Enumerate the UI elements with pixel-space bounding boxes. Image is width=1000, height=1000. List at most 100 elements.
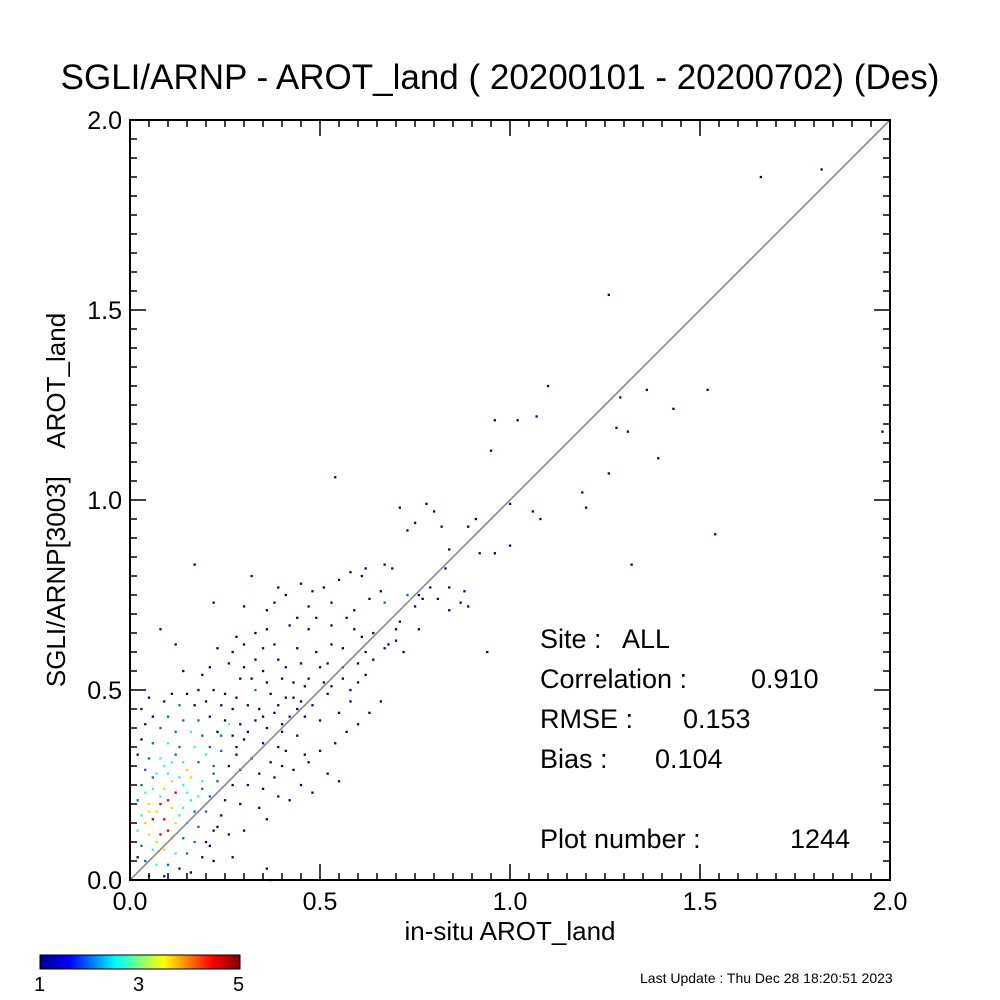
- density-cell: [227, 764, 230, 768]
- y-axis-label: SGLI/ARNP[3003] AROT_land: [41, 313, 71, 687]
- density-cell: [307, 677, 310, 680]
- density-cell: [394, 628, 398, 631]
- density-cell: [448, 586, 451, 589]
- density-cell: [493, 419, 496, 422]
- density-cell: [235, 745, 238, 749]
- density-cell: [174, 643, 177, 646]
- density-cell: [334, 476, 337, 479]
- density-cell: [151, 742, 154, 745]
- density-cell: [318, 719, 322, 722]
- y-tick-label: 1.0: [87, 487, 122, 515]
- density-cell: [292, 696, 295, 699]
- density-cell: [349, 700, 352, 703]
- density-cell: [626, 430, 629, 433]
- density-cell: [254, 658, 257, 661]
- density-cell: [231, 783, 234, 787]
- density-cell: [193, 563, 196, 566]
- density-cell: [189, 871, 192, 874]
- density-cell: [242, 666, 246, 669]
- statistics-panel: Site : ALL Correlation : 0.910 RMSE : 0.…: [0, 0, 850, 854]
- density-cell: [182, 761, 185, 764]
- density-cell: [402, 650, 405, 654]
- density-cell: [398, 620, 401, 623]
- x-tick-labels: 0.0 0.5 1.0 1.5 2.0: [113, 888, 908, 916]
- density-cell: [368, 711, 371, 714]
- density-cell: [341, 647, 344, 650]
- colorbar-min-label: 1: [34, 974, 46, 996]
- y-tick-labels: 0.0 0.5 1.0 1.5 2.0: [87, 107, 122, 895]
- density-cell: [250, 574, 253, 578]
- density-cell: [220, 814, 223, 817]
- density-cell: [531, 510, 534, 513]
- rmse-value: 0.153: [683, 704, 751, 734]
- density-cell: [170, 806, 173, 809]
- density-cell: [322, 681, 325, 684]
- density-cell: [265, 818, 268, 821]
- density-cell: [440, 525, 443, 528]
- density-cell: [337, 578, 341, 581]
- density-cell: [318, 749, 322, 752]
- density-cell: [182, 783, 185, 787]
- density-cell: [197, 825, 200, 828]
- density-cell: [387, 643, 390, 646]
- density-cell: [204, 840, 208, 844]
- density-cell: [299, 582, 303, 585]
- density-cell: [155, 810, 158, 813]
- density-cell: [235, 696, 238, 699]
- density-cell: [212, 829, 215, 832]
- density-cell: [197, 795, 200, 798]
- density-cell: [463, 590, 466, 593]
- density-cell: [254, 631, 257, 635]
- density-cell: [417, 593, 420, 597]
- density-cell: [174, 753, 177, 756]
- density-cell: [261, 647, 265, 650]
- x-tick-label: 0.0: [113, 888, 148, 916]
- density-cell: [174, 821, 177, 825]
- density-cell: [615, 426, 618, 429]
- density-cell: [337, 711, 341, 714]
- density-cell: [645, 388, 648, 391]
- density-cell: [349, 571, 352, 574]
- density-cell: [372, 631, 375, 635]
- density-cell: [280, 677, 284, 680]
- density-cell: [261, 787, 265, 790]
- density-cell: [258, 707, 261, 711]
- density-cell: [584, 506, 588, 509]
- density-cell: [277, 745, 280, 749]
- density-cell: [151, 715, 154, 718]
- plot-number-label: Plot number :: [540, 824, 701, 854]
- density-cell: [581, 491, 584, 494]
- density-cell: [227, 662, 230, 665]
- density-cell: [185, 692, 189, 695]
- density-cell: [201, 856, 204, 859]
- density-cell: [284, 749, 287, 752]
- density-cell: [322, 586, 325, 589]
- density-cell: [307, 761, 310, 764]
- colorbar: [39, 954, 241, 970]
- density-cell: [147, 810, 151, 813]
- colorbar-max-label: 5: [233, 974, 245, 996]
- density-cell: [296, 616, 299, 619]
- density-cell: [151, 818, 154, 821]
- rmse-label: RMSE :: [540, 704, 634, 734]
- density-cell: [220, 749, 223, 752]
- density-cell: [288, 799, 291, 802]
- density-cell: [182, 837, 185, 840]
- one-to-one-line: [129, 119, 891, 881]
- density-cell: [174, 852, 177, 855]
- density-cell: [239, 723, 242, 726]
- density-cell: [144, 768, 147, 771]
- density-cell: [288, 715, 291, 718]
- density-cell: [185, 768, 189, 771]
- density-cell: [277, 704, 280, 707]
- density-cell: [140, 844, 143, 847]
- density-cell: [163, 875, 166, 878]
- density-cell: [330, 685, 333, 688]
- density-cell: [539, 517, 542, 521]
- density-cell: [155, 840, 158, 844]
- density-cell: [212, 764, 215, 768]
- density-cell: [159, 802, 162, 806]
- density-cell: [334, 742, 337, 745]
- density-cell: [136, 856, 139, 859]
- density-cell: [459, 601, 462, 604]
